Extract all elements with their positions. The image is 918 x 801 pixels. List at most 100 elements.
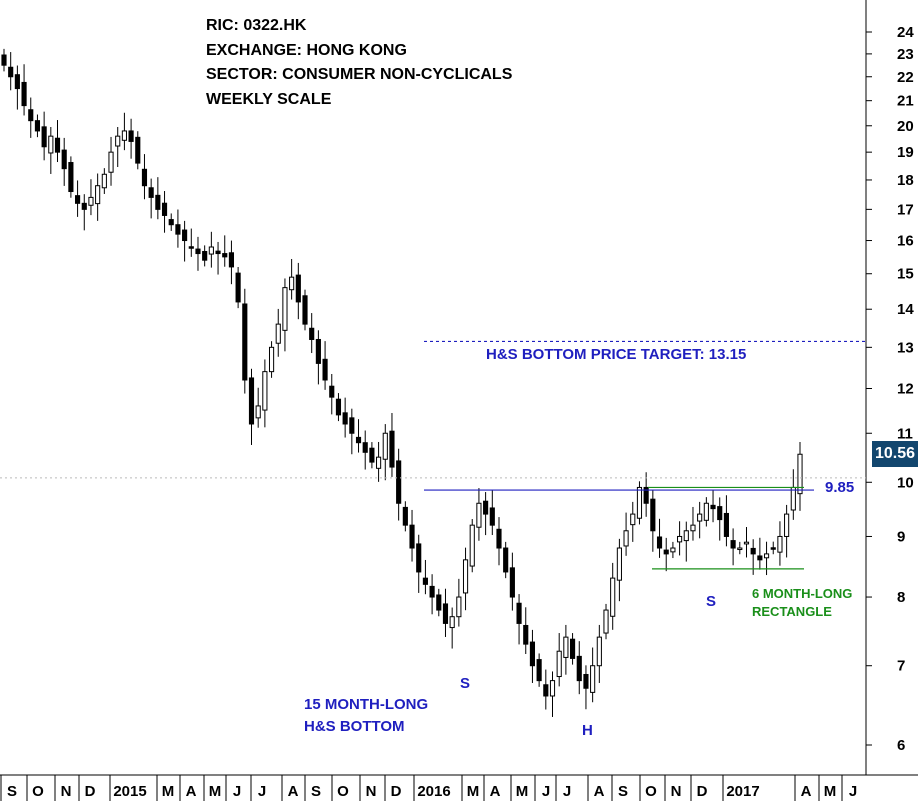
candle-body — [389, 430, 395, 468]
candle-body — [636, 486, 643, 519]
candle-body — [369, 447, 375, 463]
candle-body — [175, 224, 181, 235]
candle-body — [529, 641, 536, 667]
price-target-label: H&S BOTTOM PRICE TARGET: 13.15 — [486, 346, 747, 363]
candle-body — [248, 377, 255, 425]
candle-body — [8, 66, 14, 78]
candle-body — [188, 246, 194, 249]
candle-body — [697, 513, 703, 522]
candle-body — [596, 636, 602, 667]
candle-body — [469, 524, 475, 567]
candle-body — [663, 549, 669, 555]
candle-body — [75, 195, 81, 204]
candle-body — [402, 506, 408, 526]
candle-body — [797, 453, 803, 495]
candle-body — [449, 616, 455, 629]
candle-body — [195, 248, 201, 255]
candle-body — [643, 486, 649, 504]
rectangle-line2: RECTANGLE — [752, 604, 832, 619]
x-tick-label: J — [563, 783, 571, 800]
y-tick-label: 22 — [897, 69, 914, 86]
x-tick-label: A — [288, 783, 299, 800]
y-tick-label: 18 — [897, 172, 914, 189]
candle-body — [503, 547, 509, 573]
candle-body — [68, 162, 74, 193]
x-tick-label: D — [391, 783, 402, 800]
candle-body — [275, 323, 281, 344]
candle-body — [88, 196, 94, 206]
x-tick-label: M — [516, 783, 529, 800]
x-tick-label: J — [258, 783, 266, 800]
candle-body — [509, 567, 515, 598]
candle-body — [155, 194, 161, 210]
candle-body — [355, 436, 362, 444]
candle-body — [289, 276, 295, 291]
y-tick-label: 14 — [897, 301, 914, 318]
candle-body — [737, 547, 743, 551]
candle-body — [182, 229, 188, 242]
candle-body — [770, 547, 776, 550]
x-tick-label: D — [697, 783, 708, 800]
candle-body — [315, 338, 321, 364]
candle-body — [121, 130, 127, 141]
y-tick-label: 20 — [897, 118, 914, 135]
x-tick-label: S — [311, 783, 321, 800]
candle-body — [81, 202, 87, 210]
candle-body — [763, 553, 770, 559]
candle-body — [282, 287, 288, 331]
y-tick-label: 9 — [897, 528, 905, 545]
candle-body — [1, 54, 7, 66]
x-axis-ticks: S O N D 2015 M A M J J A S O N D 2016 M A M J J A S O N D 2017 A M J — [0, 775, 857, 801]
y-tick-label: 16 — [897, 233, 914, 250]
candle-body — [268, 346, 275, 373]
x-tick-label: 2016 — [417, 783, 450, 800]
candle-body — [242, 303, 248, 381]
candle-body — [784, 513, 790, 537]
candle-body — [148, 187, 154, 198]
candle-body — [128, 130, 134, 142]
candle-body — [630, 513, 636, 526]
candle-body — [95, 185, 101, 205]
x-tick-label: A — [594, 783, 605, 800]
x-tick-label: J — [542, 783, 550, 800]
x-tick-label: N — [671, 783, 682, 800]
candle-body — [536, 659, 542, 682]
candle-body — [569, 638, 576, 659]
candle-body — [610, 577, 616, 617]
y-tick-label: 7 — [897, 658, 905, 675]
candle-body — [115, 135, 121, 147]
x-tick-label: A — [186, 783, 197, 800]
x-tick-label: M — [467, 783, 480, 800]
candle-body — [623, 530, 629, 547]
sector-label: SECTOR: CONSUMER NON-CYCLICALS — [206, 66, 513, 83]
candle-body — [168, 219, 174, 226]
x-tick-label: J — [849, 783, 857, 800]
hs-bottom-line2: H&S BOTTOM — [304, 718, 405, 735]
candle-body — [396, 460, 402, 504]
candle-body — [683, 530, 689, 542]
candle-body — [563, 636, 569, 658]
candle-body — [215, 250, 221, 255]
candle-body — [690, 524, 696, 532]
candle-body — [496, 528, 502, 549]
y-tick-label: 8 — [897, 589, 905, 606]
x-tick-label: O — [645, 783, 657, 800]
candle-body — [656, 536, 663, 549]
candles — [1, 48, 803, 717]
neckline-value-label: 9.85 — [825, 479, 855, 496]
candle-body — [235, 272, 241, 303]
candle-body — [710, 504, 716, 510]
candle-body — [483, 500, 489, 515]
x-tick-label: J — [233, 783, 241, 800]
candle-body — [255, 405, 261, 419]
candle-body — [302, 295, 308, 325]
candle-body — [309, 327, 315, 340]
candle-body — [41, 126, 47, 148]
candle-body — [135, 136, 141, 164]
scale-label: WEEKLY SCALE — [206, 90, 332, 108]
candle-body — [462, 559, 469, 594]
candle-body — [228, 252, 235, 268]
candle-body — [208, 246, 214, 255]
candle-body — [21, 81, 27, 107]
